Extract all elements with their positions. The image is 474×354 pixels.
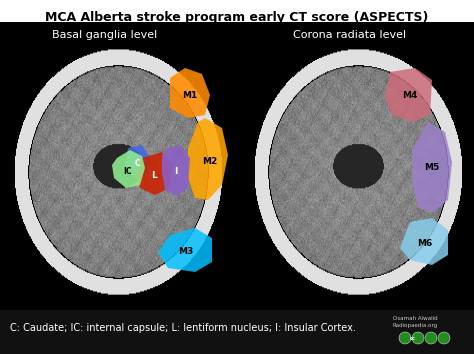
Text: L: L	[151, 171, 157, 179]
Text: Corona radiata level: Corona radiata level	[293, 30, 407, 40]
Text: M2: M2	[202, 158, 218, 166]
Polygon shape	[412, 122, 452, 212]
Text: MCA Alberta stroke program early CT score (ASPECTS): MCA Alberta stroke program early CT scor…	[46, 11, 428, 24]
Circle shape	[425, 332, 437, 344]
Polygon shape	[112, 150, 145, 188]
Text: M6: M6	[418, 240, 433, 249]
Polygon shape	[188, 118, 228, 200]
Circle shape	[438, 332, 450, 344]
Text: IC: IC	[124, 167, 132, 177]
Polygon shape	[385, 68, 432, 122]
Text: M4: M4	[402, 91, 418, 101]
Text: MCA Alberta stroke program early CT score (ASPECTS): MCA Alberta stroke program early CT scor…	[46, 10, 428, 23]
Text: cc: cc	[410, 336, 416, 341]
Bar	[0, 0, 474, 22]
Text: C: Caudate; IC: internal capsule; L: lentiform nucleus; I: Insular Cortex.: C: Caudate; IC: internal capsule; L: len…	[10, 323, 356, 333]
Bar	[0, 310, 474, 354]
Circle shape	[412, 332, 424, 344]
Polygon shape	[170, 68, 210, 118]
Text: Basal ganglia level: Basal ganglia level	[52, 30, 158, 40]
Polygon shape	[158, 228, 212, 272]
Text: Osamah Alwalid: Osamah Alwalid	[392, 315, 438, 320]
Text: Radiopaedia.org: Radiopaedia.org	[392, 324, 438, 329]
Text: M1: M1	[182, 91, 198, 99]
Circle shape	[399, 332, 411, 344]
Polygon shape	[162, 145, 190, 196]
Text: I: I	[174, 167, 178, 177]
Polygon shape	[134, 152, 172, 195]
Text: M3: M3	[178, 247, 193, 257]
Text: M5: M5	[424, 162, 439, 171]
Polygon shape	[400, 218, 448, 265]
Polygon shape	[125, 145, 150, 178]
Text: C: C	[134, 159, 140, 167]
